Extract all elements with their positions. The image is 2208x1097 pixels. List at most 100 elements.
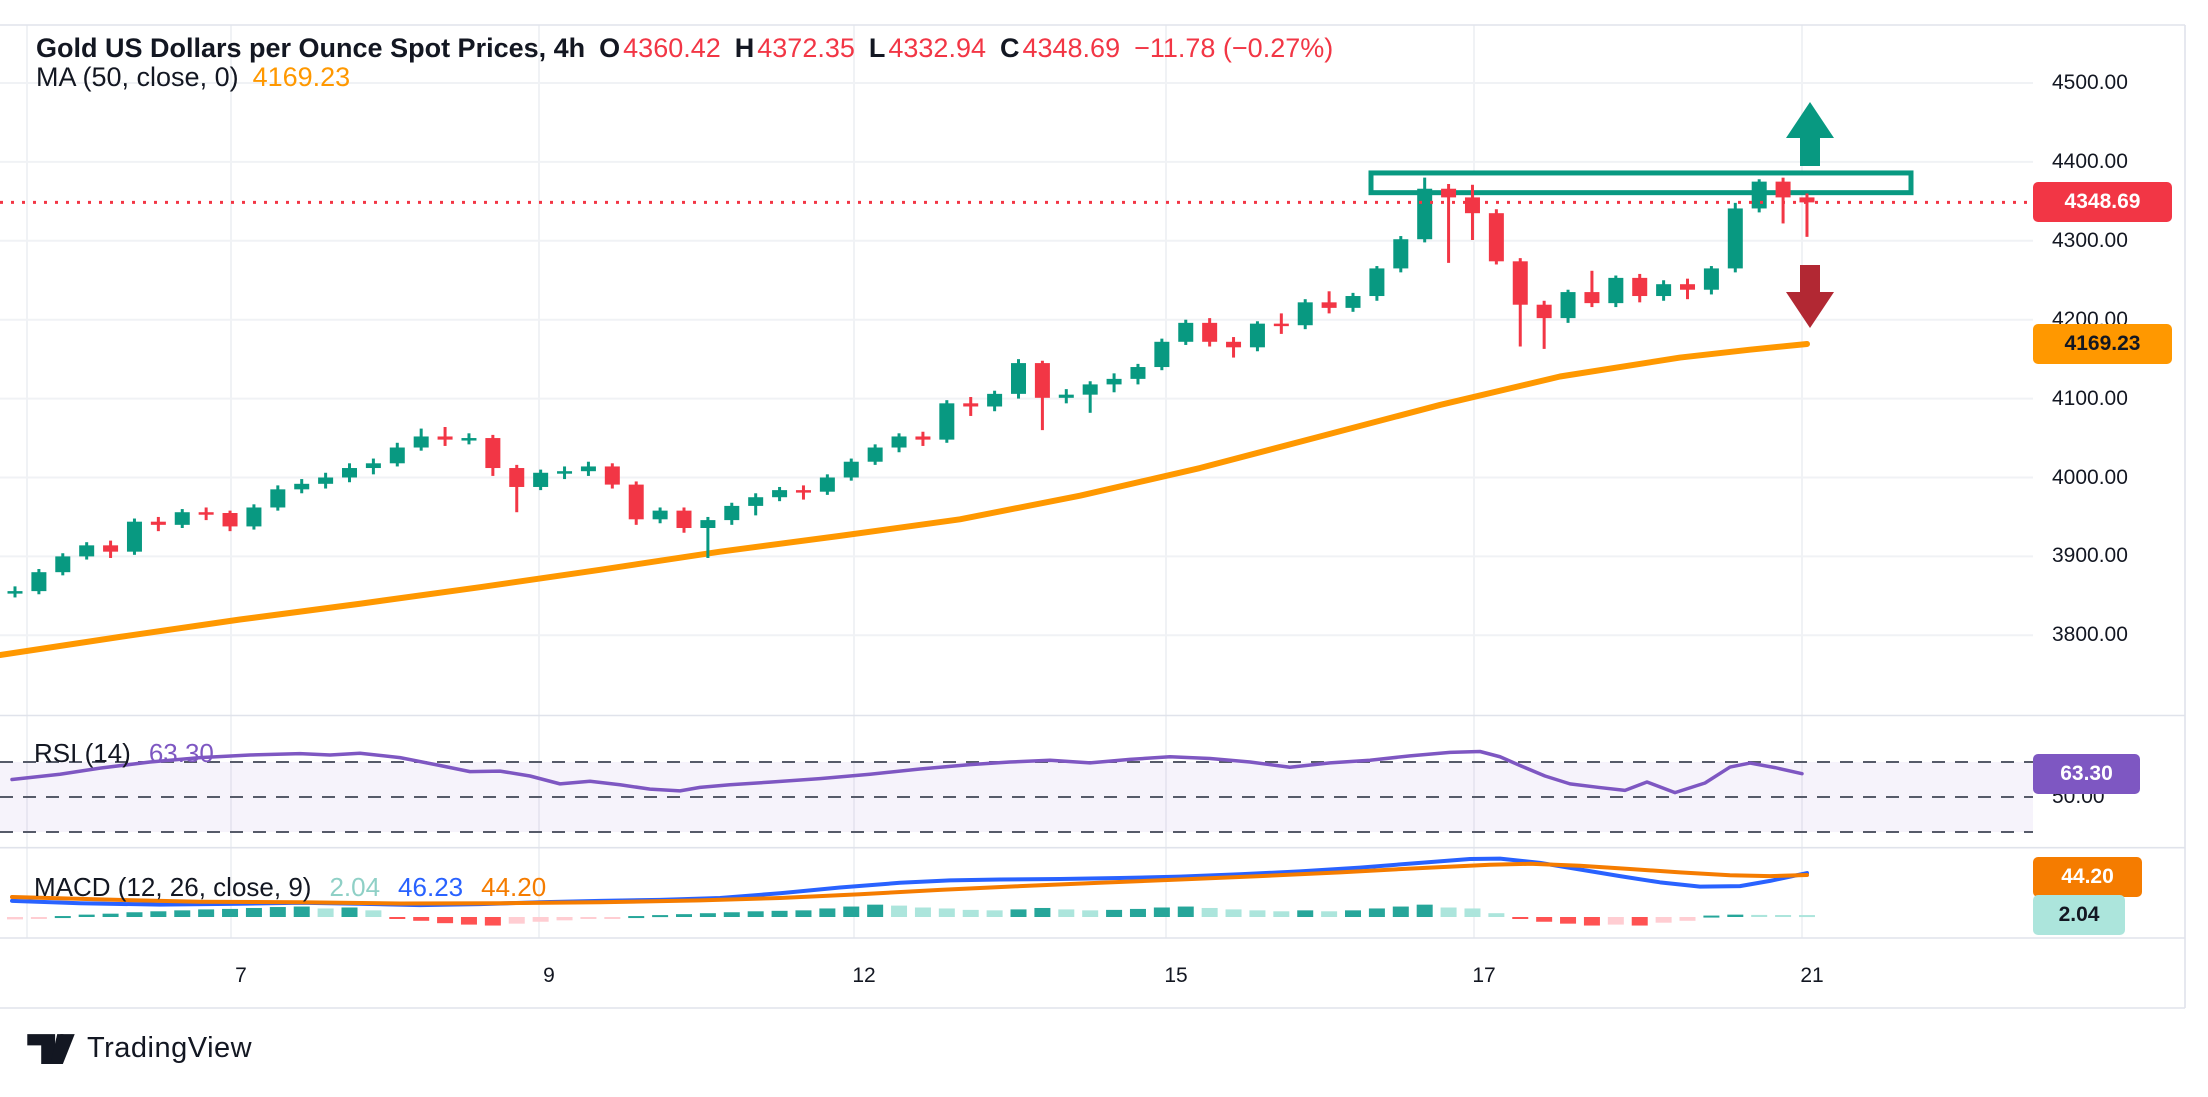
macd-histogram-bar bbox=[1368, 908, 1385, 917]
macd-label: MACD (12, 26, close, 9) bbox=[34, 872, 312, 902]
candle-body bbox=[437, 436, 453, 440]
candle-body bbox=[365, 463, 381, 469]
candle-body bbox=[795, 490, 811, 493]
candle-body bbox=[1297, 302, 1313, 326]
candle-body bbox=[1226, 341, 1242, 348]
price-axis-label: 4100.00 bbox=[2052, 386, 2128, 410]
macd-histogram-bar bbox=[293, 906, 310, 917]
time-axis-label: 7 bbox=[235, 964, 247, 987]
macd-histogram-bar bbox=[1488, 913, 1505, 917]
ma-study-value: 4169.23 bbox=[252, 62, 351, 92]
candle-body bbox=[7, 591, 23, 594]
down-arrow-annotation[interactable] bbox=[1786, 265, 1834, 328]
candle-body bbox=[939, 403, 955, 440]
price-axis-label: 3900.00 bbox=[2052, 544, 2128, 568]
candle-body bbox=[222, 513, 238, 527]
macd-histogram-bar bbox=[1177, 906, 1194, 917]
macd-histogram-bar bbox=[245, 907, 262, 917]
ma-study-label: MA (50, close, 0) bbox=[36, 62, 239, 92]
macd-histogram-bar bbox=[938, 908, 955, 917]
time-axis-label: 15 bbox=[1164, 964, 1188, 987]
rsi-value-badge: 63.30 bbox=[2033, 753, 2140, 794]
candle-body bbox=[198, 512, 214, 515]
macd-histogram-bar bbox=[652, 915, 669, 918]
candle-body bbox=[1249, 323, 1265, 348]
macd-histogram-bar bbox=[508, 917, 525, 924]
time-axis-label: 9 bbox=[543, 964, 555, 987]
time-axis-label: 21 bbox=[1800, 964, 1824, 987]
candle-body bbox=[270, 489, 286, 508]
candle-body bbox=[174, 512, 190, 525]
tradingview-logo[interactable]: TradingView bbox=[27, 1032, 252, 1065]
candle-body bbox=[1775, 181, 1791, 198]
price-axis-label: 4400.00 bbox=[2052, 149, 2128, 173]
candle-body bbox=[1273, 323, 1289, 327]
candle-body bbox=[1727, 208, 1743, 269]
macd-histogram-bar bbox=[1321, 911, 1338, 917]
macd-histogram-bar bbox=[795, 910, 812, 917]
candle-body bbox=[1512, 261, 1528, 305]
rsi-legend[interactable]: RSI (14) 63.30 bbox=[34, 738, 214, 769]
macd-histogram-bar bbox=[1129, 908, 1146, 917]
macd-histogram-bar bbox=[54, 916, 71, 919]
macd-histogram-bar bbox=[1345, 910, 1362, 917]
candle-body bbox=[509, 468, 525, 487]
ohlc-high: H 4372.35 bbox=[734, 33, 855, 63]
macd-histogram-bar bbox=[1775, 915, 1792, 918]
macd-histogram-bar bbox=[1727, 914, 1744, 917]
tradingview-wordmark: TradingView bbox=[87, 1032, 253, 1064]
macd-histogram-bar bbox=[1679, 917, 1696, 921]
candle-body bbox=[1154, 341, 1170, 368]
macd-signal-line bbox=[10, 861, 1809, 906]
macd-histogram-bar bbox=[676, 914, 693, 917]
candle-body bbox=[103, 545, 119, 552]
macd-histogram-bar bbox=[962, 909, 979, 917]
macd-histogram-bar bbox=[699, 913, 716, 917]
candle-body bbox=[1202, 322, 1218, 342]
candle-body bbox=[1130, 367, 1146, 379]
price-axis-label: 4300.00 bbox=[2052, 228, 2128, 252]
macd-histogram-bar bbox=[1440, 907, 1457, 917]
macd-histogram-bar bbox=[1536, 917, 1553, 922]
symbol-title: Gold US Dollars per Ounce Spot Prices, 4… bbox=[36, 33, 586, 63]
macd-histogram-bar bbox=[126, 912, 143, 917]
macd-hist-value: 2.04 bbox=[329, 872, 381, 902]
candle-body bbox=[724, 505, 740, 521]
ma-study-legend[interactable]: MA (50, close, 0) 4169.23 bbox=[36, 62, 350, 93]
macd-histogram-bar bbox=[222, 908, 239, 917]
candle-body bbox=[580, 466, 596, 472]
macd-histogram-bar bbox=[1560, 917, 1577, 924]
ma-value-badge: 4169.23 bbox=[2033, 323, 2172, 364]
candle-body bbox=[1632, 277, 1648, 297]
candle-body bbox=[700, 520, 716, 528]
macd-histogram-bar bbox=[1249, 910, 1266, 917]
candle-body bbox=[389, 447, 405, 464]
up-arrow-annotation[interactable] bbox=[1786, 102, 1834, 166]
candle-body bbox=[342, 468, 358, 478]
macd-histogram-bar bbox=[1201, 907, 1218, 917]
macd-histogram-bar bbox=[1297, 910, 1314, 917]
macd-signal-value: 44.20 bbox=[481, 872, 547, 902]
chart-legend-line1[interactable]: Gold US Dollars per Ounce Spot Prices, 4… bbox=[36, 33, 1333, 64]
candle-body bbox=[1656, 284, 1672, 297]
candle-body bbox=[748, 497, 764, 506]
candle-body bbox=[1464, 197, 1480, 214]
macd-line-value: 46.23 bbox=[398, 872, 464, 902]
macd-histogram-bar bbox=[198, 909, 215, 917]
candle-body bbox=[1345, 296, 1361, 308]
macd-legend[interactable]: MACD (12, 26, close, 9) 2.04 46.23 44.20 bbox=[34, 872, 546, 903]
candle-body bbox=[1751, 181, 1767, 209]
macd-histogram-bar bbox=[1655, 917, 1672, 923]
macd-histogram-bar bbox=[437, 917, 454, 924]
candle-body bbox=[1393, 239, 1409, 269]
macd-histogram-bar bbox=[413, 917, 430, 921]
candle-body bbox=[1417, 188, 1433, 240]
candle-body bbox=[891, 436, 907, 448]
macd-histogram-bar bbox=[843, 906, 860, 917]
macd-histogram-bar bbox=[1392, 906, 1409, 917]
tradingview-logo-icon bbox=[27, 1034, 75, 1064]
candle-body bbox=[1082, 384, 1098, 395]
candle-body bbox=[31, 572, 47, 592]
macd-signal-badge: 44.20 bbox=[2033, 857, 2142, 897]
